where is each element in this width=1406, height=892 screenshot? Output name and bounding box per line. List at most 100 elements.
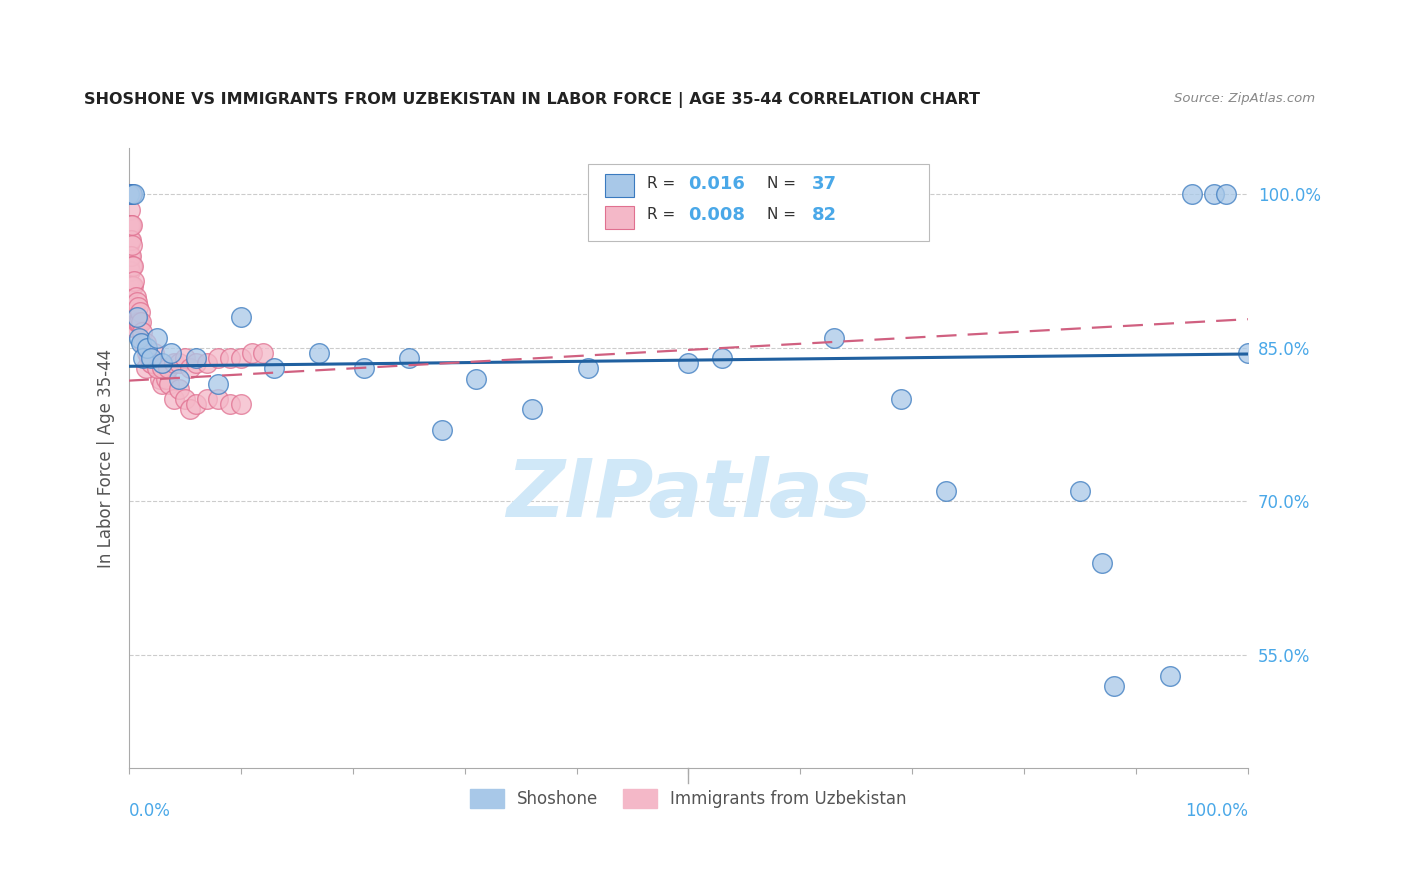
Point bbox=[229, 351, 252, 365]
Point bbox=[1069, 484, 1091, 499]
Point bbox=[146, 361, 169, 376]
Point bbox=[120, 279, 142, 293]
Point bbox=[135, 346, 157, 360]
Point bbox=[120, 249, 142, 263]
FancyBboxPatch shape bbox=[605, 206, 634, 228]
Point bbox=[138, 351, 160, 365]
Text: 0.008: 0.008 bbox=[689, 206, 745, 224]
Point bbox=[118, 249, 141, 263]
Point bbox=[173, 351, 195, 365]
Point bbox=[890, 392, 912, 406]
Point bbox=[152, 356, 174, 370]
Point bbox=[678, 356, 700, 370]
Point bbox=[135, 335, 157, 350]
Point bbox=[432, 423, 454, 437]
Point bbox=[118, 279, 141, 293]
Legend: Shoshone, Immigrants from Uzbekistan: Shoshone, Immigrants from Uzbekistan bbox=[464, 782, 912, 815]
Text: SHOSHONE VS IMMIGRANTS FROM UZBEKISTAN IN LABOR FORCE | AGE 35-44 CORRELATION CH: SHOSHONE VS IMMIGRANTS FROM UZBEKISTAN I… bbox=[84, 93, 980, 109]
Point bbox=[218, 397, 240, 411]
Point bbox=[141, 356, 163, 370]
Point bbox=[173, 392, 195, 406]
Point bbox=[124, 290, 146, 304]
Point bbox=[118, 320, 141, 334]
Point bbox=[711, 351, 734, 365]
Point bbox=[125, 315, 148, 329]
Point bbox=[121, 305, 143, 319]
Point bbox=[1237, 346, 1260, 360]
Point bbox=[157, 361, 180, 376]
Point bbox=[120, 187, 142, 202]
Point bbox=[120, 218, 142, 232]
Point bbox=[118, 202, 141, 217]
Point bbox=[398, 351, 420, 365]
Point bbox=[121, 279, 143, 293]
Point bbox=[128, 315, 150, 329]
Point bbox=[195, 356, 218, 370]
Point bbox=[118, 187, 141, 202]
Point bbox=[155, 371, 177, 385]
Point bbox=[129, 335, 152, 350]
Point bbox=[1181, 187, 1204, 202]
Point bbox=[218, 351, 240, 365]
Point bbox=[141, 356, 163, 370]
Point bbox=[167, 382, 190, 396]
Point bbox=[127, 315, 149, 329]
Point bbox=[121, 187, 143, 202]
Point bbox=[131, 326, 153, 340]
Point bbox=[160, 346, 183, 360]
Point bbox=[146, 330, 169, 344]
FancyBboxPatch shape bbox=[588, 163, 929, 241]
Point bbox=[184, 351, 207, 365]
Point bbox=[207, 351, 229, 365]
Text: N =: N = bbox=[766, 208, 800, 222]
Point bbox=[118, 187, 141, 202]
Text: 37: 37 bbox=[811, 175, 837, 193]
Point bbox=[135, 341, 157, 355]
Point bbox=[195, 392, 218, 406]
Point bbox=[240, 346, 263, 360]
Text: N =: N = bbox=[766, 176, 800, 191]
Point bbox=[163, 356, 186, 370]
Text: 0.016: 0.016 bbox=[689, 175, 745, 193]
Point bbox=[128, 330, 150, 344]
Point bbox=[118, 294, 141, 309]
Point bbox=[207, 376, 229, 391]
Text: 82: 82 bbox=[811, 206, 837, 224]
Point bbox=[1215, 187, 1237, 202]
Point bbox=[122, 310, 145, 325]
Point bbox=[122, 259, 145, 273]
Point bbox=[229, 397, 252, 411]
Point bbox=[118, 238, 141, 252]
Point bbox=[184, 397, 207, 411]
Point bbox=[121, 218, 143, 232]
Point bbox=[146, 361, 169, 376]
Point bbox=[118, 187, 141, 202]
Point bbox=[118, 187, 141, 202]
Point bbox=[118, 218, 141, 232]
Point bbox=[118, 279, 141, 293]
Point bbox=[129, 305, 152, 319]
Point bbox=[118, 218, 141, 232]
Point bbox=[118, 233, 141, 247]
Point bbox=[120, 310, 142, 325]
Point bbox=[141, 351, 163, 365]
FancyBboxPatch shape bbox=[605, 174, 634, 197]
Point bbox=[464, 371, 486, 385]
Point bbox=[179, 361, 201, 376]
Point bbox=[576, 361, 599, 376]
Point bbox=[308, 346, 330, 360]
Point bbox=[124, 310, 146, 325]
Text: ZIPatlas: ZIPatlas bbox=[506, 456, 870, 534]
Point bbox=[207, 392, 229, 406]
Point bbox=[132, 335, 155, 350]
Point bbox=[163, 392, 186, 406]
Point bbox=[157, 376, 180, 391]
Point bbox=[263, 361, 285, 376]
Point bbox=[132, 351, 155, 365]
Point bbox=[121, 238, 143, 252]
Point bbox=[127, 300, 149, 314]
Point bbox=[1102, 679, 1125, 693]
Point bbox=[823, 330, 845, 344]
Point bbox=[124, 187, 146, 202]
Point bbox=[125, 294, 148, 309]
